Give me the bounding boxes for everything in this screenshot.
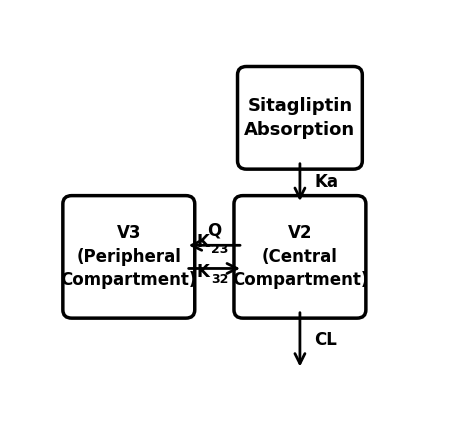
Text: CL: CL <box>313 331 336 349</box>
Text: K: K <box>196 233 208 251</box>
Text: Sitagliptin
Absorption: Sitagliptin Absorption <box>244 97 355 138</box>
Text: V2
(Central
Compartment): V2 (Central Compartment) <box>231 224 367 289</box>
FancyBboxPatch shape <box>63 196 194 318</box>
Text: 23: 23 <box>210 243 228 256</box>
FancyBboxPatch shape <box>234 196 365 318</box>
Text: Ka: Ka <box>313 173 337 191</box>
Text: Q: Q <box>207 221 221 240</box>
Text: K: K <box>196 263 208 281</box>
Text: 32: 32 <box>210 273 228 286</box>
Text: V3
(Peripheral
Compartment): V3 (Peripheral Compartment) <box>61 224 196 289</box>
FancyBboxPatch shape <box>237 67 362 169</box>
